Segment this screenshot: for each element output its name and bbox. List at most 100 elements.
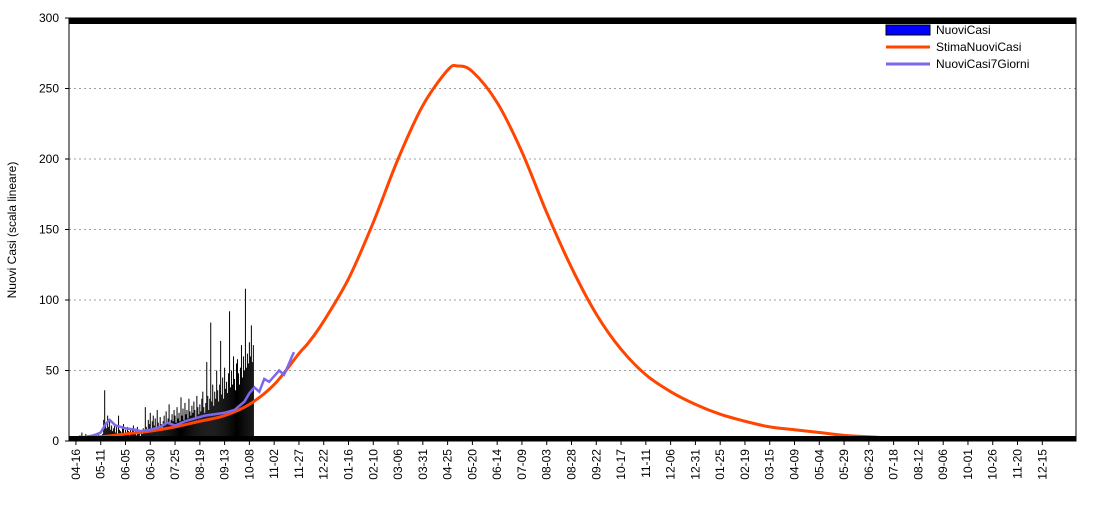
x-tick-label: 12-31 bbox=[688, 449, 702, 480]
x-tick-label: 11-02 bbox=[267, 449, 281, 479]
bars-layer bbox=[75, 288, 254, 441]
bar bbox=[103, 419, 105, 441]
bar bbox=[156, 409, 158, 441]
bar bbox=[198, 414, 200, 441]
y-tick-label: 250 bbox=[39, 82, 59, 96]
bar bbox=[247, 363, 249, 441]
bar bbox=[169, 424, 171, 441]
legend-label: NuoviCasi7Giorni bbox=[936, 57, 1029, 71]
x-tick-label: 12-06 bbox=[664, 449, 678, 480]
x-tick-label: 02-10 bbox=[366, 449, 380, 480]
bar bbox=[194, 409, 196, 441]
bar bbox=[145, 426, 147, 441]
bottom-band bbox=[69, 436, 1076, 441]
bar bbox=[142, 428, 144, 441]
bar bbox=[104, 390, 106, 441]
bar bbox=[245, 367, 247, 441]
x-tick-label: 09-13 bbox=[218, 449, 232, 480]
x-tick-label: 09-22 bbox=[589, 449, 603, 480]
bar bbox=[131, 429, 133, 441]
bar bbox=[161, 428, 163, 441]
bar bbox=[183, 419, 185, 441]
bar bbox=[228, 373, 230, 441]
x-tick-label: 05-29 bbox=[837, 449, 851, 480]
legend-label: StimaNuoviCasi bbox=[936, 40, 1021, 54]
bar bbox=[106, 428, 108, 441]
y-tick-label: 50 bbox=[46, 364, 60, 378]
bar bbox=[222, 377, 224, 441]
bar bbox=[223, 398, 225, 441]
bar bbox=[206, 362, 208, 441]
bar bbox=[114, 424, 116, 441]
bar bbox=[220, 340, 222, 441]
x-tick-label: 08-19 bbox=[193, 449, 207, 480]
y-tick-label: 100 bbox=[39, 293, 59, 307]
bar bbox=[195, 417, 197, 441]
bar bbox=[175, 422, 177, 441]
legend-label: NuoviCasi bbox=[936, 23, 991, 37]
bar bbox=[211, 401, 213, 441]
x-tick-label: 11-11 bbox=[639, 449, 653, 478]
bar bbox=[236, 363, 238, 441]
x-tick-label: 10-26 bbox=[986, 449, 1000, 480]
y-tick-label: 150 bbox=[39, 223, 59, 237]
x-tick-label: 03-31 bbox=[416, 449, 430, 480]
x-tick-label: 12-15 bbox=[1035, 449, 1049, 480]
x-tick-label: 02-19 bbox=[738, 449, 752, 480]
plot-frame bbox=[68, 17, 1077, 442]
x-tick-label: 10-01 bbox=[961, 449, 975, 480]
x-tick-label: 04-16 bbox=[69, 449, 83, 480]
bar bbox=[158, 426, 160, 441]
bar bbox=[187, 418, 189, 441]
top-band bbox=[69, 18, 1076, 24]
bar bbox=[180, 397, 182, 441]
x-tick-label: 10-17 bbox=[614, 449, 628, 480]
bar bbox=[238, 384, 240, 441]
bar bbox=[165, 411, 167, 441]
x-tick-label: 06-14 bbox=[490, 449, 504, 480]
bar bbox=[216, 370, 218, 441]
bar bbox=[118, 415, 120, 441]
bar bbox=[197, 407, 199, 441]
bar bbox=[109, 421, 111, 441]
x-tick-label: 05-11 bbox=[94, 449, 108, 479]
bar bbox=[218, 401, 220, 441]
bar bbox=[236, 359, 238, 441]
x-tick-label: 05-04 bbox=[812, 449, 826, 480]
x-tick-label: 05-20 bbox=[465, 449, 479, 480]
bar bbox=[146, 429, 148, 441]
x-tick-label: 10-08 bbox=[242, 449, 256, 480]
x-tick-label: 11-20 bbox=[1011, 449, 1025, 479]
x-tick-label: 07-25 bbox=[168, 449, 182, 480]
bar bbox=[217, 390, 219, 441]
bar bbox=[157, 422, 159, 441]
bar bbox=[179, 421, 181, 441]
bar bbox=[229, 311, 231, 441]
bar bbox=[249, 356, 251, 441]
bar bbox=[105, 424, 107, 441]
bar bbox=[181, 415, 183, 441]
x-tick-label: 03-15 bbox=[763, 449, 777, 480]
bar bbox=[252, 345, 254, 441]
y-axis-label: Nuovi Casi (scala lineare) bbox=[5, 162, 19, 299]
bar bbox=[164, 425, 166, 441]
x-tick-label: 01-16 bbox=[342, 449, 356, 480]
x-tick-label: 03-06 bbox=[391, 449, 405, 480]
bar bbox=[170, 419, 172, 441]
x-tick-label: 06-30 bbox=[143, 449, 157, 480]
bar bbox=[208, 409, 210, 441]
legend-swatch-nuovicasi bbox=[885, 24, 931, 36]
y-tick-label: 0 bbox=[52, 434, 59, 448]
x-tick-label: 09-06 bbox=[936, 449, 950, 480]
y-tick-label: 200 bbox=[39, 152, 59, 166]
bar bbox=[224, 367, 226, 441]
series-line-nuovicasi7giorni bbox=[68, 351, 296, 441]
bar bbox=[213, 405, 215, 441]
legend: NuoviCasi StimaNuoviCasi NuoviCasi7Giorni bbox=[885, 23, 1029, 71]
x-tick-label: 07-18 bbox=[887, 449, 901, 480]
x-tick-label: 08-03 bbox=[540, 449, 554, 480]
bar bbox=[215, 398, 217, 441]
x-tick-label: 06-23 bbox=[862, 449, 876, 480]
bar bbox=[123, 424, 125, 441]
